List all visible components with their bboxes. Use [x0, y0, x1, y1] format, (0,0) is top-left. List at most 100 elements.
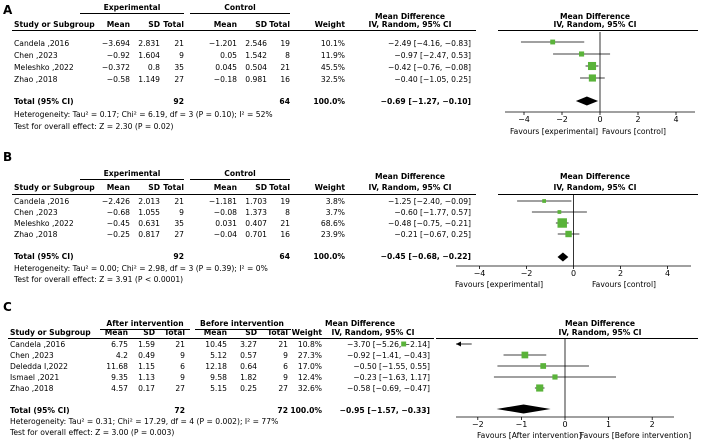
n1: 35 [174, 63, 184, 72]
sd2: 0.64 [240, 362, 257, 371]
ci-text: −0.92 [−1.41, −0.43] [347, 351, 430, 360]
group1-underline [80, 179, 184, 180]
favours-right: Favours [control] [592, 280, 657, 289]
n2: 9 [283, 351, 288, 360]
col-mean1: Mean [106, 20, 130, 29]
ci-text: −0.48 [−0.75, −0.21] [388, 219, 471, 228]
plot-col-sub: IV, Random, 95% CI [553, 183, 637, 192]
n2: 8 [285, 208, 290, 217]
x-tick-label: 0 [597, 115, 602, 124]
weight: 10.8% [297, 340, 322, 349]
study-name: Meleshko ,2022 [14, 219, 74, 228]
col-total2: Total [269, 183, 290, 192]
effect-marker [557, 210, 562, 214]
effect-marker [557, 218, 567, 228]
n2: 8 [285, 51, 290, 60]
total-weight: 100.0% [290, 406, 322, 415]
total-ci-text: −0.45 [−0.68, −0.22] [380, 252, 471, 261]
col-weight: Weight [314, 20, 345, 29]
effect-col-sub: IV, Random, 95% CI [331, 328, 415, 337]
sd1: 0.817 [138, 230, 160, 239]
heterogeneity-text: Heterogeneity: Tau² = 0.00; Chi² = 2.98,… [14, 264, 268, 273]
plot-header-rule [436, 338, 698, 339]
effect-marker [401, 341, 407, 347]
panel-label: B [3, 150, 13, 164]
sd1: 1.15 [138, 362, 155, 371]
effect-marker [540, 363, 547, 369]
sd1: 0.49 [138, 351, 155, 360]
total-weight: 100.0% [313, 97, 345, 106]
sd1: 0.8 [147, 63, 160, 72]
sd2: 0.407 [245, 219, 267, 228]
mean2: 12.18 [205, 362, 227, 371]
plot-col-sub: IV, Random, 95% CI [558, 328, 642, 337]
plot-header-rule [498, 194, 698, 195]
col-sd1: SD [143, 328, 155, 337]
n1: 21 [174, 197, 184, 206]
x-tick-label: 2 [650, 420, 655, 429]
favours-left: Favours [After intervention] [477, 431, 582, 440]
sd2: 0.701 [245, 230, 267, 239]
forest-plot-b: −4 −2 0 2 4 [456, 195, 691, 278]
n1: 27 [175, 384, 185, 393]
sd2: 0.25 [240, 384, 257, 393]
total-n2: 64 [279, 97, 290, 106]
effect-marker [565, 230, 572, 238]
mean1: −0.25 [106, 230, 130, 239]
mean2: −1.201 [208, 39, 237, 48]
ci-arrow [456, 341, 461, 347]
mean2: 0.045 [215, 63, 237, 72]
col-total1: Total [163, 20, 184, 29]
mean2: 5.15 [210, 384, 227, 393]
weight: 10.1% [320, 39, 345, 48]
n1: 27 [174, 230, 184, 239]
col-mean1: Mean [104, 328, 128, 337]
pooled-diamond [496, 404, 551, 414]
sd2: 2.546 [245, 39, 267, 48]
x-tick-label: −1 [516, 420, 528, 429]
mean1: −0.372 [101, 63, 130, 72]
weight: 12.4% [297, 373, 322, 382]
sd2: 3.27 [240, 340, 257, 349]
forest-panel-a: A Experimental Control Mean Difference M… [0, 0, 708, 140]
group1-underline [100, 329, 190, 330]
study-name: Candela ,2016 [10, 340, 66, 349]
mean2: −1.181 [208, 197, 237, 206]
overall-effect-text: Test for overall effect: Z = 3.00 (P = 0… [10, 428, 175, 437]
effect-marker [579, 51, 585, 57]
study-name: Chen ,2023 [14, 208, 58, 217]
col-sd2: SD [255, 183, 267, 192]
col-total1: Total [163, 183, 184, 192]
n1: 9 [179, 51, 184, 60]
mean2: −0.18 [213, 75, 237, 84]
mean1: 6.75 [111, 340, 128, 349]
n2: 19 [280, 39, 290, 48]
plot-col-title: Mean Difference [559, 12, 631, 21]
study-name: Zhao ,2018 [10, 384, 54, 393]
x-tick-label: 0 [562, 420, 567, 429]
sd1: 0.631 [138, 219, 160, 228]
mean1: −0.58 [106, 75, 130, 84]
ci-text: −3.70 [−5.26, −2.14] [347, 340, 430, 349]
n1: 21 [175, 340, 185, 349]
ci-text: −0.42 [−0.76, −0.08] [388, 63, 471, 72]
mean1: 9.35 [111, 373, 128, 382]
n2: 27 [278, 384, 288, 393]
pooled-diamond [557, 252, 569, 262]
x-tick-label: −2 [472, 420, 484, 429]
weight: 11.9% [320, 51, 345, 60]
total-n1: 92 [173, 97, 184, 106]
group2-label: Control [224, 169, 256, 178]
effect-marker [521, 351, 529, 359]
overall-effect-text: Test for overall effect: Z = 2.30 (P = 0… [14, 122, 174, 131]
weight: 45.5% [320, 63, 345, 72]
study-name: Candela ,2016 [14, 39, 70, 48]
header-rule [12, 194, 476, 195]
col-weight: Weight [291, 328, 322, 337]
effect-marker [588, 74, 596, 82]
group2-label: Control [224, 3, 256, 12]
sd2: 0.504 [245, 63, 267, 72]
n2: 16 [280, 75, 290, 84]
panel-label: C [3, 300, 12, 314]
n2: 16 [280, 230, 290, 239]
